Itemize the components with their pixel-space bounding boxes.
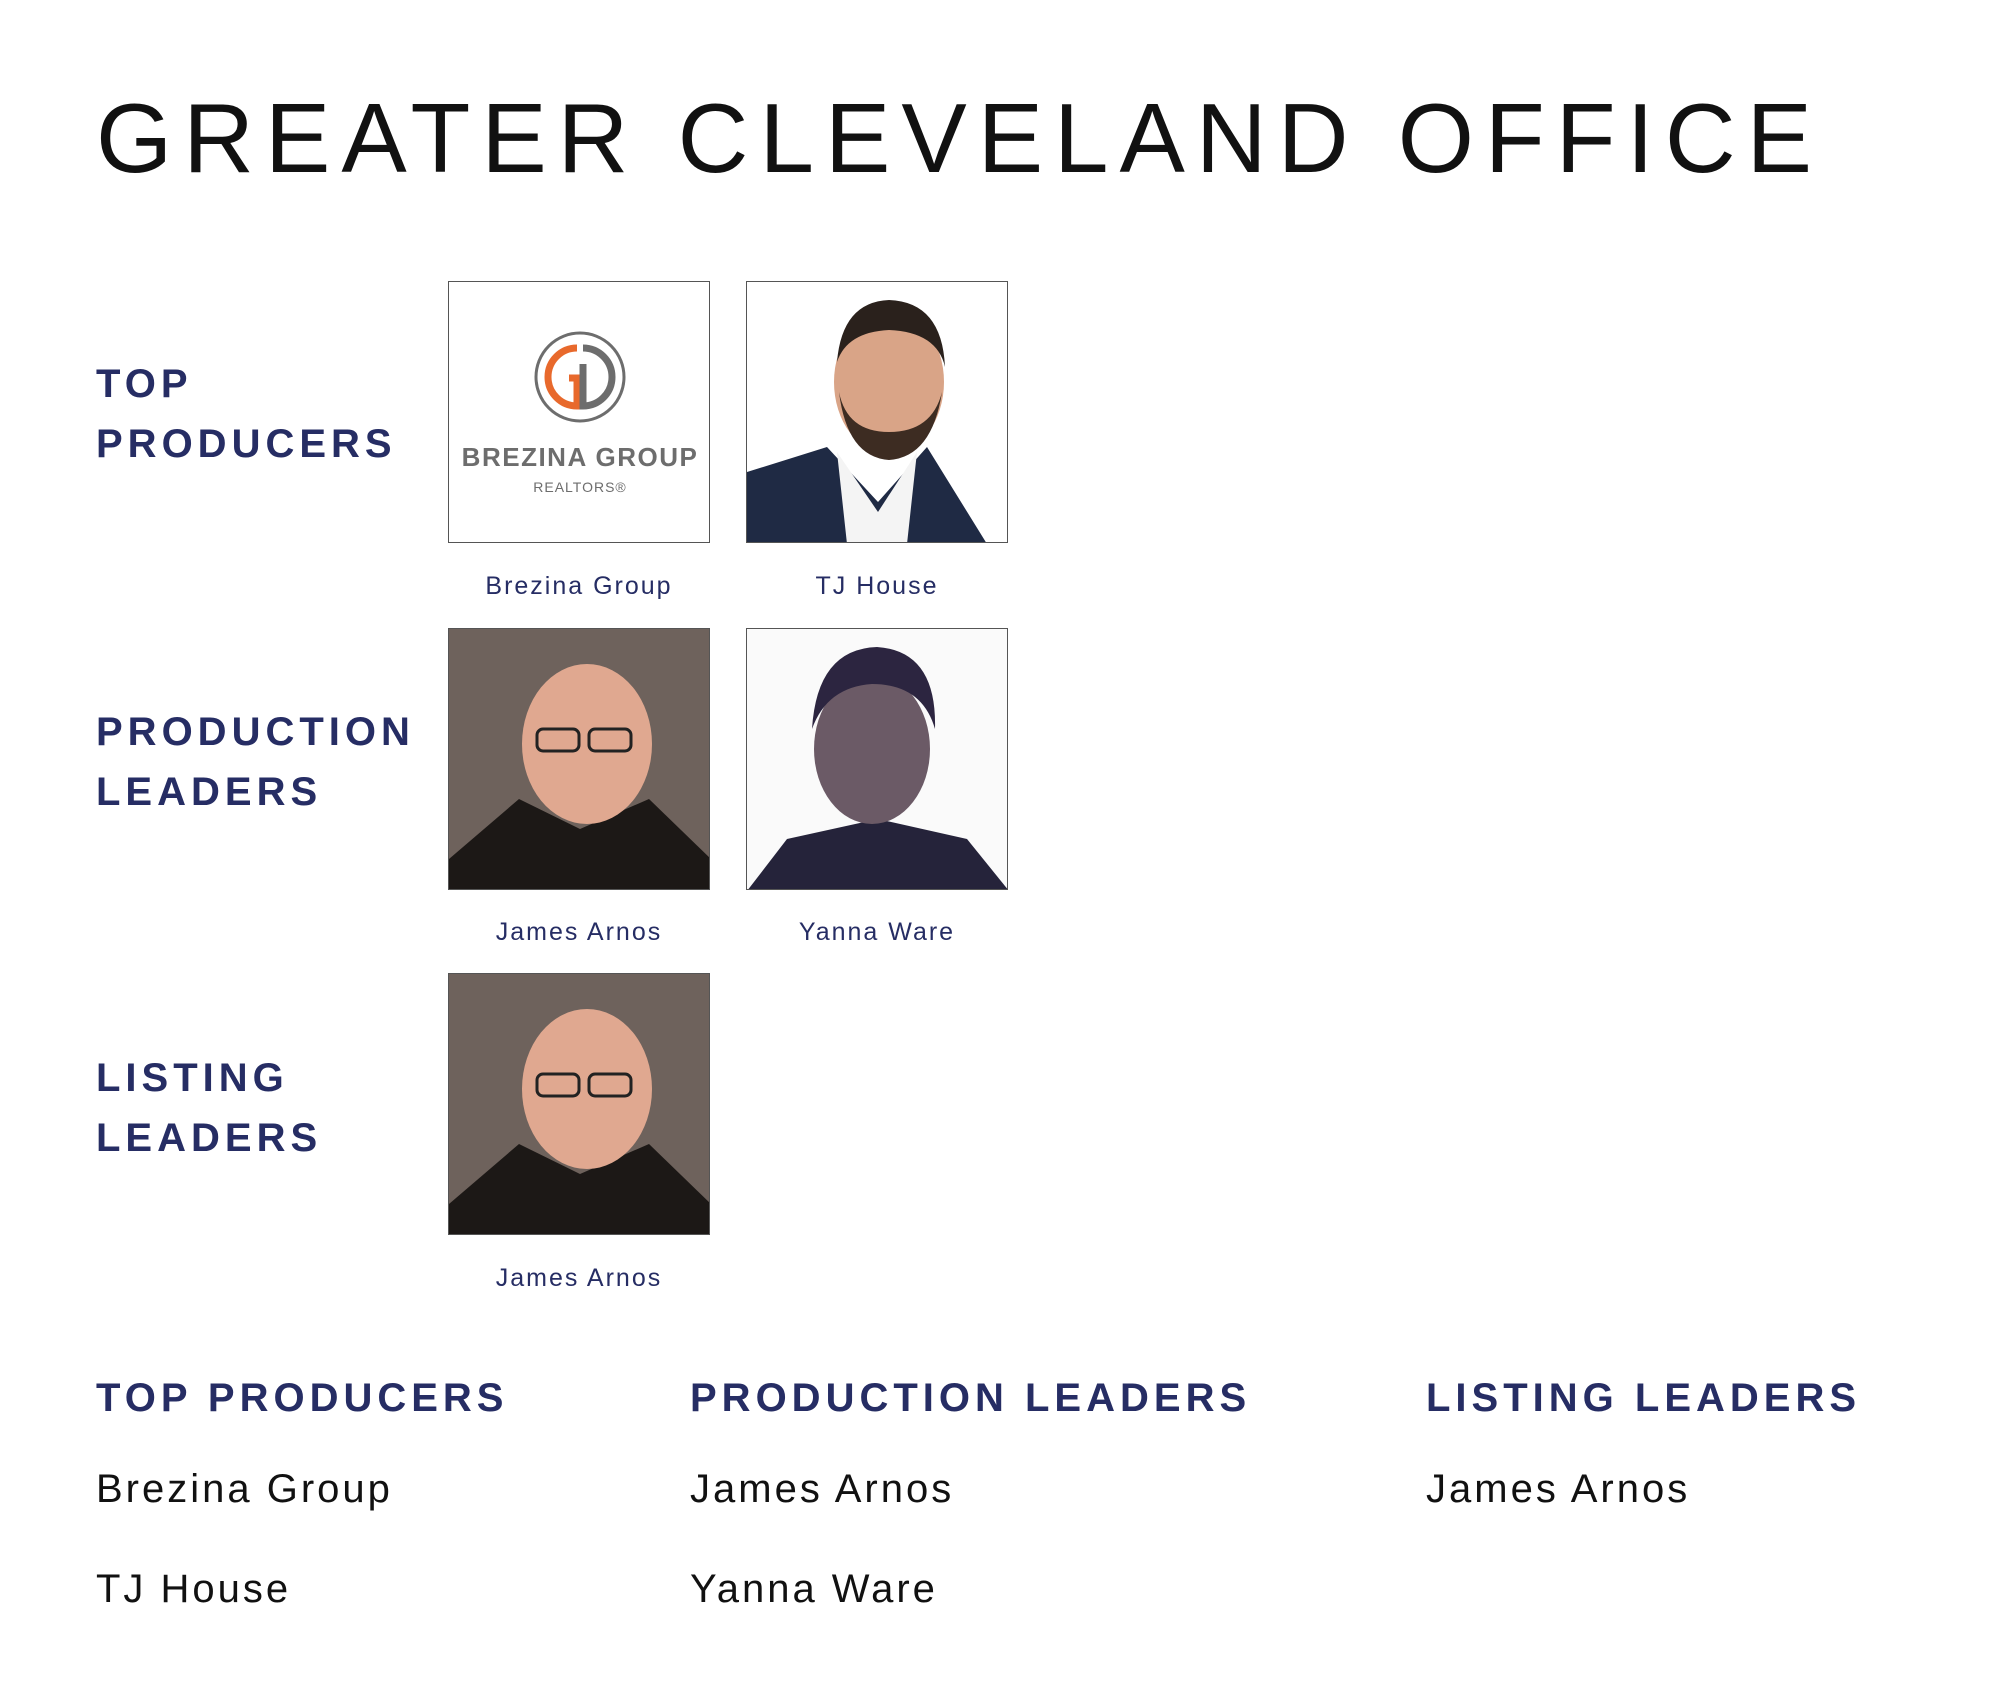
label-line: PRODUCTION [96,710,415,754]
summary-heading-production-leaders: PRODUCTION LEADERS [690,1376,1252,1420]
member-caption: James Arnos [495,1264,663,1292]
logo-text: BREZINA GROUP [462,442,699,472]
label-line: TOP [96,362,193,406]
summary-name: James Arnos [1426,1467,1691,1511]
member-caption: Brezina Group [485,572,673,600]
summary-name: James Arnos [690,1467,955,1511]
tj-house-photo[interactable] [746,281,1008,543]
label-line: LEADERS [96,770,323,814]
summary-name: TJ House [96,1567,292,1611]
section-label-production-leaders: PRODUCTION LEADERS [96,702,415,822]
label-line: LISTING [96,1056,289,1100]
brezina-group-logo[interactable]: BREZINA GROUP REALTORS® [448,281,710,543]
summary-name: Brezina Group [96,1467,393,1511]
logo-subtext: REALTORS® [533,479,627,495]
section-label-listing-leaders: LISTING LEADERS [96,1048,322,1168]
james-arnos-photo[interactable] [448,973,710,1235]
label-line: LEADERS [96,1116,323,1160]
member-caption: Yanna Ware [798,918,956,946]
label-line: PRODUCERS [96,422,397,466]
page-title: GREATER CLEVELAND OFFICE [96,83,1824,193]
member-caption: James Arnos [495,918,663,946]
section-label-top-producers: TOP PRODUCERS [96,354,397,474]
summary-name: Yanna Ware [690,1567,938,1611]
summary-heading-listing-leaders: LISTING LEADERS [1426,1376,1862,1420]
james-arnos-photo[interactable] [448,628,710,890]
yanna-ware-photo[interactable] [746,628,1008,890]
summary-heading-top-producers: TOP PRODUCERS [96,1376,509,1420]
member-caption: TJ House [815,572,939,600]
